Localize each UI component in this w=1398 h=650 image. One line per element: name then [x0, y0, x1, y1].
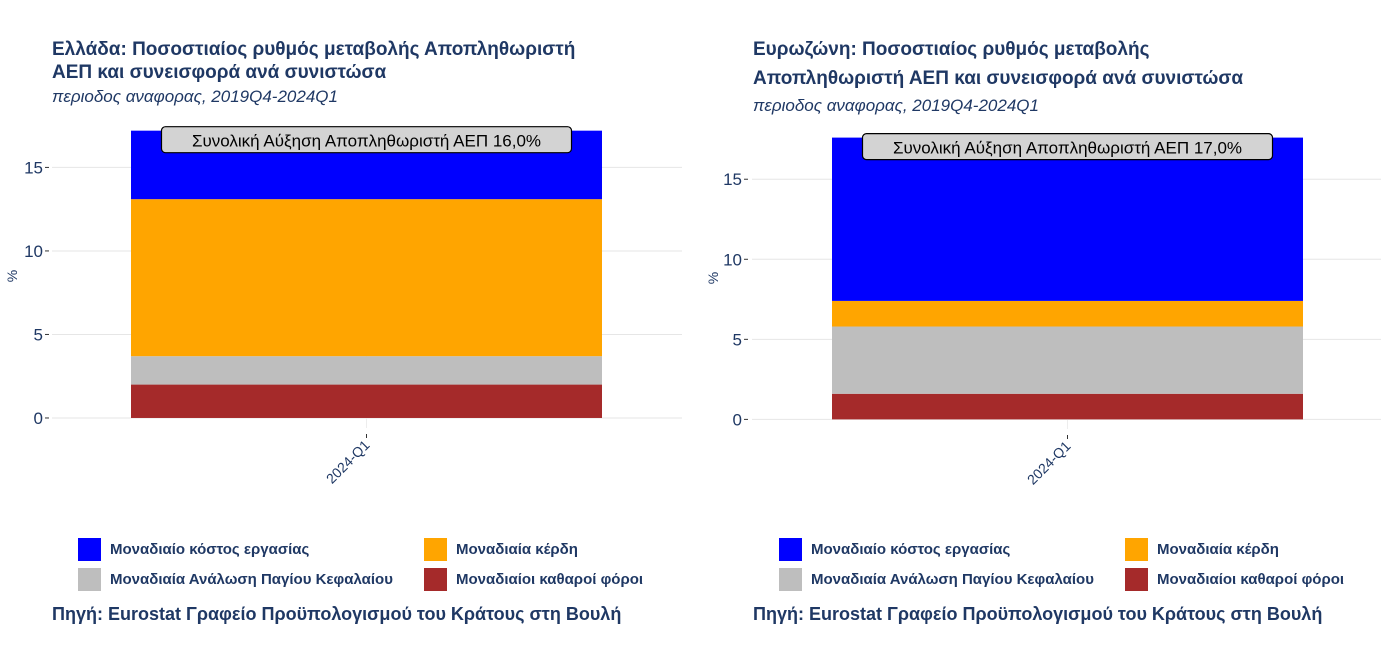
x-tick-label: 2024-Q1 — [323, 437, 373, 487]
bar-segment — [832, 393, 1303, 420]
legend-label: Μοναδιαία κέρδη — [456, 541, 578, 558]
legend-item-net-taxes: Μοναδιαίοι καθαροί φόροι — [424, 568, 643, 591]
x-tick-label: 2024-Q1 — [1024, 438, 1074, 488]
legend-item-capital-consumption: Μοναδιαία Ανάλωση Παγίου Κεφαλαίου — [78, 568, 393, 591]
total-annotation-text: Συνολική Αύξηση Αποπληθωριστή ΑΕΠ 17,0% — [893, 139, 1242, 158]
legend-swatch — [424, 568, 447, 591]
legend-label: Μοναδιαίοι καθαροί φόροι — [456, 571, 644, 588]
bar-segment — [131, 384, 602, 418]
chart-subtitle: περιοδος αναφορας, 2019Q4-2024Q1 — [52, 87, 338, 106]
bar-segment — [832, 137, 1303, 301]
source-note: Πηγή: Eurostat Γραφείο Προϋπολογισμού το… — [753, 604, 1323, 624]
y-tick-label: 15 — [24, 158, 43, 177]
legend-swatch — [1125, 568, 1148, 591]
y-tick-label: 15 — [723, 170, 742, 189]
legend-label: Μοναδιαίοι καθαροί φόροι — [1157, 571, 1345, 588]
y-tick-label: 5 — [34, 325, 43, 344]
y-tick-label: 10 — [24, 242, 43, 261]
chart-panel-eurozone: Ευρωζώνη: Ποσοστιαίος ρυθμός μεταβολής Α… — [699, 0, 1398, 650]
legend-item-labour-cost: Μοναδιαίο κόστος εργασίας — [78, 538, 309, 561]
legend-label: Μοναδιαία Ανάλωση Παγίου Κεφαλαίου — [811, 571, 1094, 588]
source-note: Πηγή: Eurostat Γραφείο Προϋπολογισμού το… — [52, 604, 622, 624]
total-annotation: Συνολική Αύξηση Αποπληθωριστή ΑΕΠ 16,0% — [160, 126, 573, 154]
legend-item-labour-cost: Μοναδιαίο κόστος εργασίας — [779, 538, 1010, 561]
bar-segment — [131, 199, 602, 357]
chart-panel-greece: Ελλάδα: Ποσοστιαίος ρυθμός μεταβολής Απο… — [4, 39, 682, 624]
legend-swatch — [424, 538, 447, 561]
total-annotation-box — [861, 133, 1274, 161]
total-annotation-text: Συνολική Αύξηση Αποπληθωριστή ΑΕΠ 16,0% — [192, 132, 541, 151]
legend-swatch — [78, 538, 101, 561]
bar-segment — [832, 300, 1303, 327]
chart-subtitle: περιοδος αναφορας, 2019Q4-2024Q1 — [753, 96, 1039, 115]
legend-swatch — [779, 568, 802, 591]
y-tick-label: 10 — [723, 250, 742, 269]
legend-label: Μοναδιαία Ανάλωση Παγίου Κεφαλαίου — [110, 571, 393, 588]
chart-title-line1: Ευρωζώνη: Ποσοστιαίος ρυθμός μεταβολής — [753, 39, 1150, 60]
plot-area: 0 5 10 15 2024-Q1 Συνολική Αύξηση Αποπληθωρισ… — [723, 133, 1381, 488]
chart-title-line1: Ελλάδα: Ποσοστιαίος ρυθμός μεταβολής Απο… — [52, 39, 576, 60]
plot-area: 0 5 10 15 2024-Q1 Συνολική Αύξηση Αποπληθωρισ… — [24, 126, 682, 487]
legend-item-profits: Μοναδιαία κέρδη — [424, 538, 578, 561]
legend-swatch — [779, 538, 802, 561]
legend-item-net-taxes: Μοναδιαίοι καθαροί φόροι — [1125, 568, 1344, 591]
bar-segment — [832, 326, 1303, 394]
legend-swatch — [1125, 538, 1148, 561]
total-annotation-box — [160, 126, 573, 154]
chart-title-line2: ΑΕΠ και συνεισφορά ανά συνιστώσα — [52, 62, 387, 83]
legend-item-profits: Μοναδιαία κέρδη — [1125, 538, 1279, 561]
legend-label: Μοναδιαία κέρδη — [1157, 541, 1279, 558]
legend-label: Μοναδιαίο κόστος εργασίας — [110, 541, 310, 558]
legend-label: Μοναδιαίο κόστος εργασίας — [811, 541, 1011, 558]
chart-title-line2: Αποπληθωριστή ΑΕΠ και συνεισφορά ανά συν… — [753, 68, 1244, 89]
total-annotation: Συνολική Αύξηση Αποπληθωριστή ΑΕΠ 17,0% — [861, 133, 1274, 161]
legend-swatch — [78, 568, 101, 591]
legend-item-capital-consumption: Μοναδιαία Ανάλωση Παγίου Κεφαλαίου — [779, 568, 1094, 591]
y-tick-label: 5 — [733, 330, 742, 349]
y-tick-label: 0 — [733, 410, 742, 429]
y-tick-label: 0 — [34, 409, 43, 428]
bar-segment — [131, 356, 602, 385]
